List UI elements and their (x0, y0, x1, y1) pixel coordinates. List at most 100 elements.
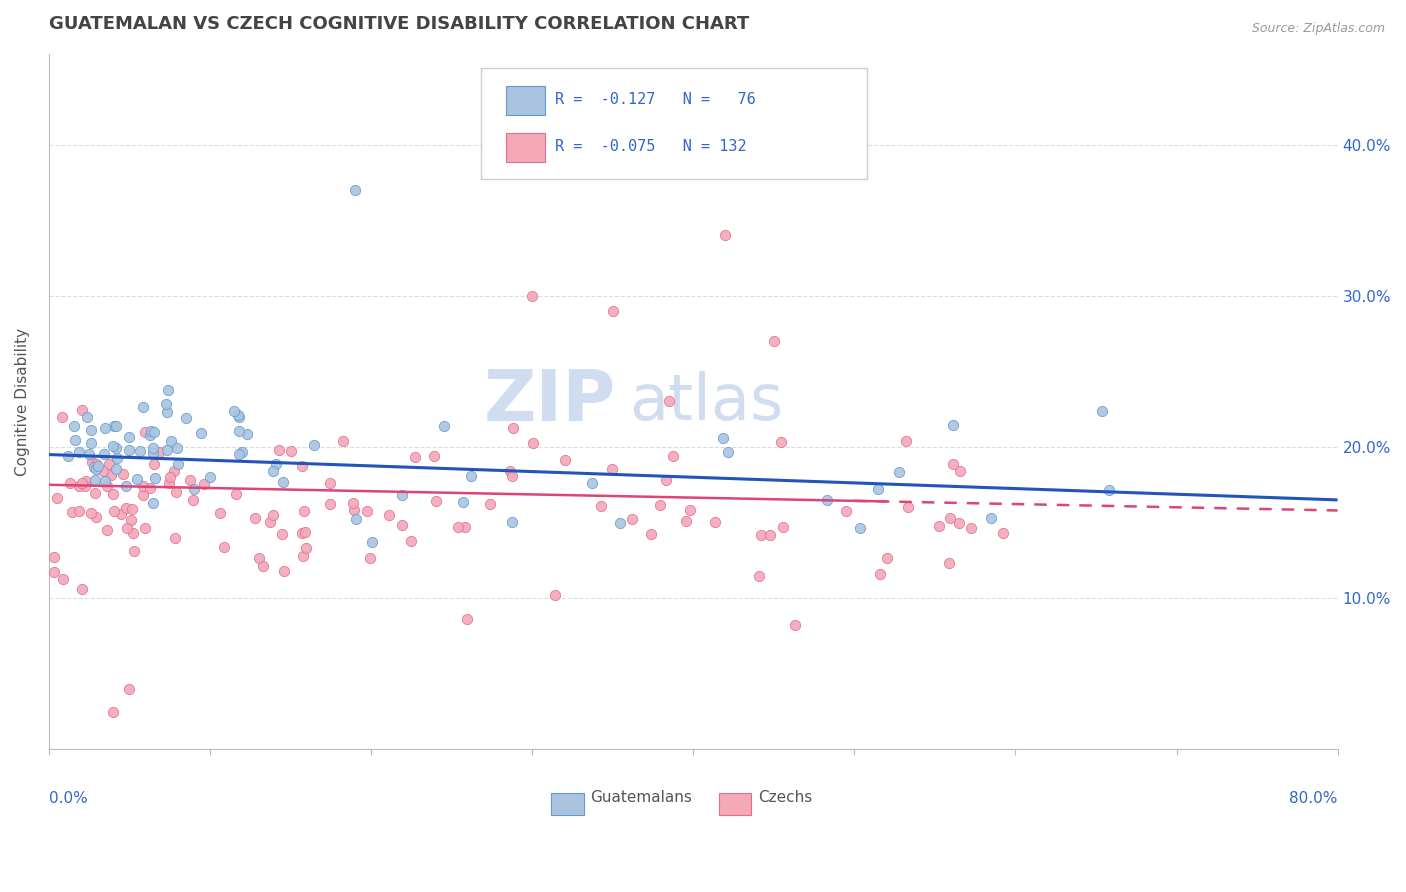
Point (143, 471, 166, 485)
Point (236, 427, 259, 442)
Point (262, 508, 284, 522)
Point (949, 464, 972, 478)
Point (501, 468, 523, 483)
Point (91, 465, 114, 479)
Point (295, 541, 318, 556)
Point (115, 500, 138, 515)
Point (544, 588, 567, 602)
Text: Czechs: Czechs (758, 790, 811, 805)
Point (360, 535, 382, 549)
Point (115, 521, 138, 535)
Point (143, 425, 166, 439)
Point (939, 511, 962, 525)
Point (52, 572, 75, 586)
Point (222, 404, 245, 418)
Point (96, 523, 118, 537)
Point (520, 289, 543, 303)
Point (132, 400, 155, 414)
Point (980, 511, 1002, 525)
Point (160, 434, 183, 449)
Text: Guatemalans: Guatemalans (591, 790, 692, 805)
Point (103, 504, 125, 518)
FancyBboxPatch shape (718, 793, 751, 815)
Point (294, 524, 316, 539)
Point (460, 468, 482, 483)
Point (247, 551, 270, 566)
Point (104, 462, 127, 476)
Point (87, 458, 110, 473)
Text: atlas: atlas (628, 371, 783, 433)
Point (80, 423, 103, 437)
Point (499, 464, 522, 478)
Point (404, 450, 426, 465)
Point (134, 521, 156, 535)
Point (453, 520, 475, 534)
Point (75, 475, 97, 489)
Point (897, 500, 920, 515)
Point (948, 516, 970, 530)
Point (425, 494, 447, 508)
Point (67, 504, 90, 518)
Point (319, 497, 342, 511)
Point (183, 482, 205, 496)
Point (433, 418, 456, 433)
Point (118, 443, 141, 458)
Point (359, 550, 381, 565)
Point (942, 457, 965, 471)
Point (447, 520, 470, 534)
Point (98, 457, 121, 471)
Point (344, 511, 367, 525)
Point (711, 431, 734, 445)
Point (600, 462, 623, 476)
Point (70, 475, 93, 490)
Point (67, 445, 90, 459)
Point (122, 526, 145, 541)
Point (208, 507, 231, 521)
Point (93, 447, 115, 461)
Point (928, 519, 950, 533)
Point (267, 442, 290, 457)
Point (640, 526, 662, 541)
Point (105, 442, 128, 456)
Point (502, 421, 524, 435)
Point (1091, 404, 1114, 418)
Y-axis label: Cognitive Disability: Cognitive Disability (15, 327, 30, 475)
Point (163, 531, 186, 545)
Point (675, 514, 697, 528)
Point (343, 503, 366, 517)
Point (703, 515, 725, 529)
Point (759, 528, 782, 542)
Point (103, 486, 125, 500)
Point (131, 488, 153, 502)
Point (591, 499, 613, 513)
Point (103, 418, 125, 433)
Point (399, 534, 422, 549)
Point (138, 428, 160, 442)
FancyBboxPatch shape (481, 68, 868, 179)
Point (280, 444, 302, 458)
Point (271, 526, 294, 541)
Point (292, 549, 315, 563)
Point (84, 457, 107, 471)
Point (60, 505, 83, 519)
Point (51, 409, 73, 424)
Point (59, 475, 82, 490)
Point (121, 501, 143, 516)
Point (142, 442, 165, 456)
Point (58, 449, 80, 463)
Point (148, 445, 170, 459)
Point (621, 512, 644, 526)
Point (655, 474, 678, 488)
Point (991, 526, 1014, 541)
Point (139, 424, 162, 438)
Text: 0.0%: 0.0% (49, 791, 87, 806)
Point (679, 503, 702, 517)
Point (138, 482, 160, 496)
Point (292, 504, 315, 518)
Point (111, 467, 134, 481)
Point (834, 504, 856, 518)
Point (80, 435, 103, 450)
Point (866, 483, 889, 497)
Point (960, 521, 983, 535)
Point (125, 472, 148, 486)
